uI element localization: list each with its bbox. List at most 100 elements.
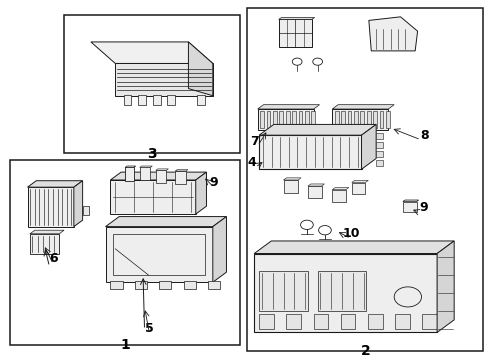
- Bar: [360, 111, 364, 128]
- Text: 9: 9: [419, 202, 427, 215]
- Polygon shape: [188, 42, 212, 96]
- Text: 9: 9: [209, 176, 218, 189]
- Polygon shape: [175, 170, 187, 171]
- Polygon shape: [402, 200, 418, 202]
- Bar: [259, 271, 307, 311]
- Bar: [375, 160, 383, 166]
- Polygon shape: [331, 105, 393, 109]
- Bar: [379, 111, 383, 128]
- Polygon shape: [402, 200, 418, 202]
- Polygon shape: [436, 241, 453, 332]
- Bar: [207, 282, 220, 289]
- Polygon shape: [278, 18, 314, 19]
- Text: 4: 4: [247, 156, 256, 169]
- Bar: [331, 190, 345, 202]
- Polygon shape: [140, 166, 152, 167]
- Polygon shape: [307, 184, 324, 186]
- Text: 5: 5: [145, 322, 154, 335]
- Polygon shape: [156, 169, 168, 170]
- Bar: [283, 180, 298, 193]
- Bar: [183, 282, 195, 289]
- Polygon shape: [283, 178, 301, 180]
- Bar: [278, 19, 311, 47]
- Bar: [351, 183, 365, 194]
- Polygon shape: [259, 125, 375, 135]
- Bar: [272, 111, 276, 128]
- Polygon shape: [195, 172, 206, 214]
- Bar: [291, 111, 295, 128]
- Bar: [175, 171, 185, 184]
- Bar: [353, 111, 357, 128]
- Polygon shape: [254, 253, 436, 332]
- Bar: [317, 271, 366, 311]
- Polygon shape: [110, 180, 195, 214]
- Bar: [257, 109, 313, 130]
- Text: 2: 2: [360, 344, 369, 358]
- Bar: [311, 111, 315, 128]
- Bar: [340, 315, 355, 329]
- Bar: [125, 167, 134, 181]
- Bar: [156, 170, 166, 183]
- Text: 1: 1: [120, 338, 130, 352]
- Bar: [285, 111, 289, 128]
- Bar: [366, 111, 370, 128]
- Text: 10: 10: [342, 227, 360, 240]
- Bar: [422, 315, 436, 329]
- Text: 3: 3: [147, 147, 156, 161]
- Polygon shape: [105, 217, 226, 226]
- Bar: [375, 133, 383, 139]
- Bar: [30, 234, 59, 253]
- Polygon shape: [115, 63, 212, 96]
- Polygon shape: [91, 42, 212, 63]
- Bar: [313, 315, 327, 329]
- Polygon shape: [110, 172, 206, 180]
- Bar: [260, 111, 264, 128]
- Bar: [341, 111, 345, 128]
- Text: 7: 7: [249, 135, 258, 148]
- Text: 6: 6: [49, 252, 58, 265]
- Bar: [375, 151, 383, 157]
- Bar: [167, 95, 175, 105]
- Bar: [123, 95, 131, 105]
- Bar: [159, 282, 171, 289]
- Polygon shape: [351, 180, 367, 183]
- Polygon shape: [259, 135, 361, 169]
- Bar: [140, 167, 150, 180]
- Bar: [196, 95, 204, 105]
- Text: 8: 8: [420, 129, 428, 142]
- Bar: [286, 315, 301, 329]
- Bar: [298, 111, 302, 128]
- Bar: [375, 142, 383, 148]
- Polygon shape: [361, 125, 375, 169]
- Bar: [305, 111, 308, 128]
- Bar: [135, 282, 147, 289]
- Bar: [153, 95, 160, 105]
- Polygon shape: [30, 230, 64, 234]
- Bar: [347, 111, 351, 128]
- Polygon shape: [254, 241, 453, 253]
- Bar: [334, 111, 338, 128]
- Bar: [259, 315, 273, 329]
- Bar: [402, 202, 416, 212]
- Polygon shape: [125, 166, 136, 167]
- Polygon shape: [105, 226, 212, 282]
- Bar: [367, 315, 382, 329]
- Bar: [138, 95, 146, 105]
- Polygon shape: [368, 17, 417, 51]
- Bar: [82, 206, 89, 215]
- Polygon shape: [331, 188, 348, 190]
- Bar: [331, 109, 387, 130]
- Bar: [372, 111, 376, 128]
- Bar: [10, 160, 239, 345]
- Bar: [246, 8, 483, 351]
- Polygon shape: [27, 181, 82, 187]
- Bar: [64, 15, 239, 153]
- Bar: [279, 111, 283, 128]
- Bar: [394, 315, 409, 329]
- Polygon shape: [27, 187, 74, 226]
- Bar: [266, 111, 270, 128]
- Polygon shape: [257, 105, 319, 109]
- Bar: [110, 282, 122, 289]
- Polygon shape: [74, 181, 82, 226]
- Bar: [385, 111, 389, 128]
